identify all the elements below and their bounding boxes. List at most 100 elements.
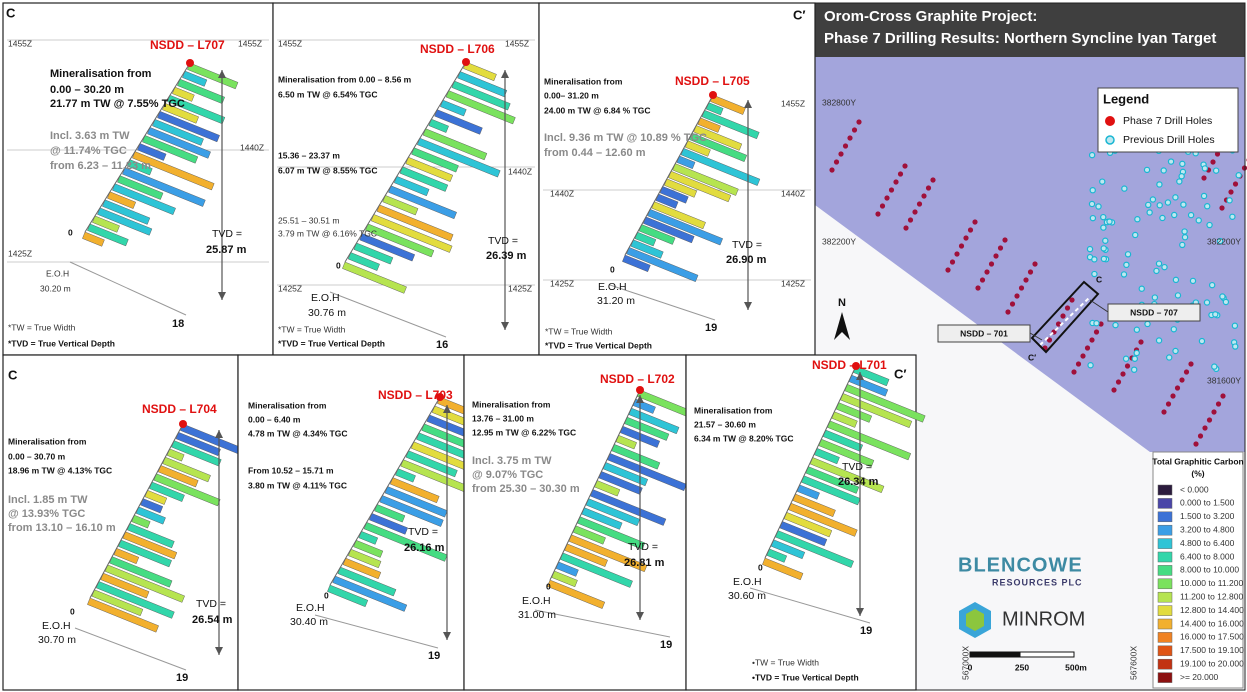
panel-border <box>237 354 465 691</box>
previous-hole <box>1231 322 1239 329</box>
logo: RESOURCES PLC <box>992 577 1083 587</box>
drill-hole <box>979 277 986 283</box>
previous-hole <box>1232 343 1239 350</box>
scale-bar <box>1019 651 1075 658</box>
callout: NSDD – 701 <box>960 328 1008 338</box>
previous-hole <box>1099 178 1106 185</box>
previous-hole <box>1133 349 1140 357</box>
section-label: E.O.H <box>598 281 627 293</box>
depth-axis <box>609 284 716 321</box>
section-label: 0 <box>758 562 763 572</box>
previous-hole <box>1146 209 1153 216</box>
section-label: C′ <box>894 366 907 381</box>
panel-border <box>2 354 239 691</box>
previous-hole <box>1112 321 1119 329</box>
previous-hole <box>1089 214 1097 222</box>
legend-entry: Previous Drill Holes <box>1123 134 1215 146</box>
colorbar-swatch <box>1157 605 1173 616</box>
colorbar-title: (%) <box>1191 468 1204 478</box>
section-label: 13.76 – 31.00 m <box>472 413 534 423</box>
section-label: 0.00– 31.20 m <box>544 90 599 100</box>
drill-hole <box>925 185 932 191</box>
legend-symbol <box>1105 135 1115 145</box>
drill-hole <box>1032 261 1038 267</box>
previous-hole <box>1195 217 1202 224</box>
colorbar-swatch <box>1157 591 1173 603</box>
section-label: E.O.H <box>42 620 71 632</box>
colorbar-swatch <box>1157 578 1173 590</box>
colorbar-label: < 0.000 <box>1180 484 1209 494</box>
colorbar-label: 17.500 to 19.100 <box>1180 645 1244 655</box>
colorbar-label: 1.500 to 3.200 <box>1180 511 1235 521</box>
previous-hole <box>1198 337 1206 345</box>
drill-hole <box>842 143 849 149</box>
colorbar-label: 6.400 to 8.000 <box>1180 551 1235 561</box>
section-label: 30.76 m <box>308 307 346 319</box>
section-label: Mineralisation from <box>544 76 623 86</box>
title-bar <box>815 3 1245 57</box>
section-label: 6.50 m TW @ 6.54% TGC <box>278 89 377 99</box>
arrow-head <box>215 647 223 655</box>
assay-bar <box>167 94 226 125</box>
previous-hole <box>1216 237 1224 245</box>
colorbar-label: 16.000 to 17.500 <box>1180 632 1244 642</box>
section-label: From 10.52 – 15.71 m <box>248 465 334 475</box>
assay-bar <box>547 579 606 609</box>
section-label: 1440Z <box>550 188 574 198</box>
previous-hole <box>1091 270 1098 278</box>
drill-hole <box>993 253 999 259</box>
assay-bar <box>82 231 105 247</box>
depth-axis <box>74 627 187 671</box>
previous-hole <box>1133 326 1141 333</box>
assay-bar <box>399 166 449 192</box>
previous-hole <box>1164 199 1172 206</box>
drill-hole <box>829 167 835 173</box>
previous-hole <box>1226 197 1233 204</box>
assay-bar <box>384 486 448 518</box>
previous-hole <box>1121 185 1128 192</box>
section-label: 1425Z <box>550 278 574 288</box>
drill-hole <box>1197 433 1204 439</box>
assay-bar <box>107 191 137 209</box>
colorbar-label: 19.100 to 20.000 <box>1180 658 1244 668</box>
previous-hole <box>1212 311 1219 318</box>
arrow-head <box>501 70 509 78</box>
section-label: 18 <box>172 318 184 330</box>
assay-bar <box>182 70 208 87</box>
section-label: E.O.H <box>311 292 340 304</box>
previous-hole <box>1189 277 1197 285</box>
drill-hole <box>1027 269 1034 275</box>
hole-name: NSDD – L702 <box>600 372 675 386</box>
section-label: 25.87 m <box>206 244 247 256</box>
section-end: C′ <box>1028 352 1036 362</box>
arrow-head <box>856 372 864 380</box>
assay-bar <box>422 128 488 161</box>
section-label: TVD = <box>408 526 438 538</box>
previous-hole <box>1088 151 1096 159</box>
hole-name: NSDD – L704 <box>142 402 217 416</box>
previous-hole <box>1176 178 1183 185</box>
section-label: Incl. 9.36 m TW @ 10.89 % TGC <box>544 132 707 144</box>
section-label: Mineralisation from <box>248 400 327 410</box>
assay-bar <box>332 575 408 612</box>
assay-bar <box>112 183 176 215</box>
section-label: C <box>6 5 16 20</box>
collar <box>462 58 470 66</box>
logo: MINROM <box>1002 608 1085 630</box>
colorbar-label: 8.000 to 10.000 <box>1180 565 1239 575</box>
previous-hole <box>1161 263 1168 271</box>
section-label: C <box>8 367 18 382</box>
previous-hole <box>1222 298 1230 306</box>
previous-hole <box>1156 202 1163 209</box>
arrow-head <box>744 100 752 108</box>
assay-bar <box>440 99 467 117</box>
previous-hole <box>1172 347 1179 355</box>
collar <box>636 386 644 394</box>
assay-bar <box>379 495 444 527</box>
previous-hole <box>1159 214 1166 222</box>
arrow-head <box>215 430 223 438</box>
hole-name: NSDD – L705 <box>675 74 750 88</box>
assay-bar <box>347 252 380 271</box>
